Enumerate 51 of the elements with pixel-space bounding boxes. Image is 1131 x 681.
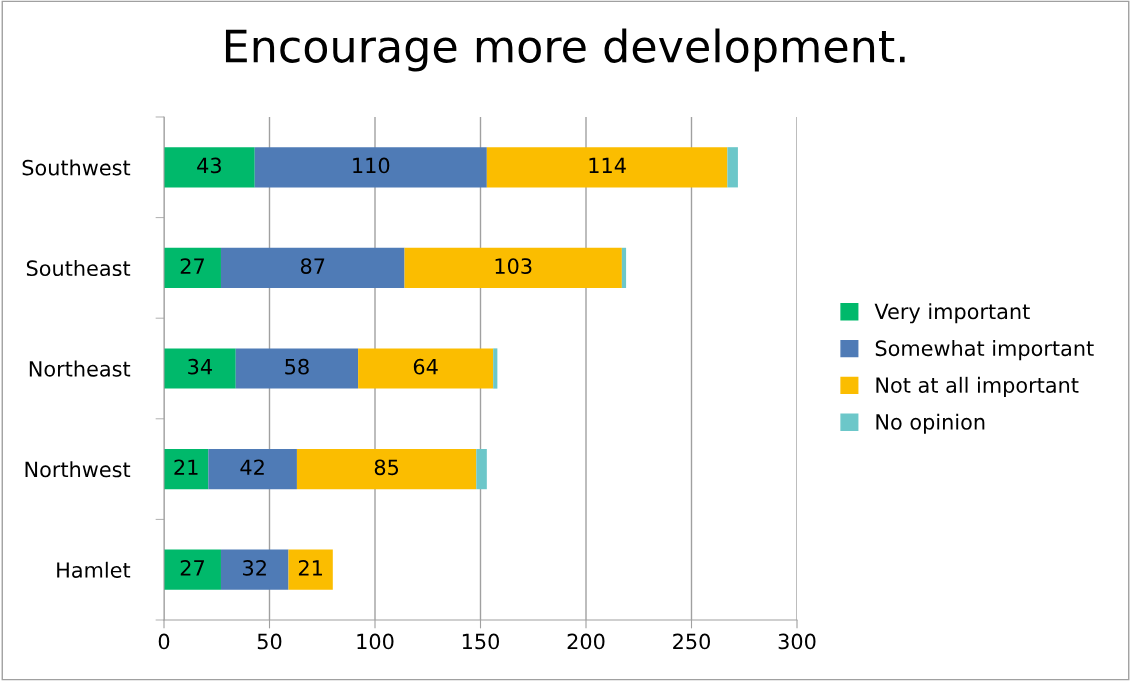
data-label: 87 <box>300 258 325 274</box>
x-tick-label: 50 <box>257 633 282 650</box>
bar <box>476 448 487 490</box>
data-label: 114 <box>589 157 626 174</box>
data-label: 32 <box>243 559 266 576</box>
bar <box>220 247 405 289</box>
data-label: 43 <box>197 157 221 174</box>
bar <box>164 147 255 188</box>
data-label: 27 <box>180 559 204 576</box>
bar <box>621 247 627 289</box>
x-tick-label: 300 <box>778 633 816 650</box>
bar <box>404 247 622 289</box>
bar <box>493 348 498 389</box>
bar <box>727 147 738 188</box>
data-label: 21 <box>298 559 322 576</box>
bar <box>164 448 209 490</box>
legend-label: Very important <box>874 303 1030 324</box>
bar <box>254 147 487 188</box>
bar <box>164 247 221 289</box>
bar <box>358 348 494 389</box>
chart-title: Encourage more development. <box>225 28 905 72</box>
legend-label: Somewhat important <box>875 340 1094 361</box>
legend-label: Not at all important <box>876 376 1079 397</box>
y-tick-label: Northwest <box>25 461 131 478</box>
x-tick-label: 200 <box>567 633 605 650</box>
x-tick-label: 250 <box>673 633 710 650</box>
data-label: 27 <box>180 258 204 274</box>
bar <box>164 348 236 389</box>
data-label: 42 <box>240 459 264 475</box>
data-label: 103 <box>495 258 532 274</box>
y-tick-label: Hamlet <box>57 561 131 578</box>
bar <box>235 348 359 389</box>
data-label: 85 <box>374 459 399 476</box>
data-label: 58 <box>285 358 309 375</box>
x-tick-label: 100 <box>357 633 394 650</box>
data-label: 110 <box>353 157 390 174</box>
bar <box>220 549 289 590</box>
x-tick-label: 150 <box>462 633 499 650</box>
legend-label: No opinion <box>876 413 985 434</box>
y-tick-label: Southeast <box>26 259 131 277</box>
data-label: 21 <box>174 459 198 475</box>
y-tick-label: Southwest <box>22 159 131 176</box>
y-tick-label: Northeast <box>29 360 131 377</box>
bar <box>208 448 297 490</box>
bar <box>486 147 728 188</box>
bar <box>288 549 333 590</box>
x-tick-label: 0 <box>158 633 170 650</box>
bar <box>164 549 221 590</box>
data-label: 64 <box>413 358 438 375</box>
bar <box>296 448 477 490</box>
data-label: 34 <box>188 358 212 375</box>
